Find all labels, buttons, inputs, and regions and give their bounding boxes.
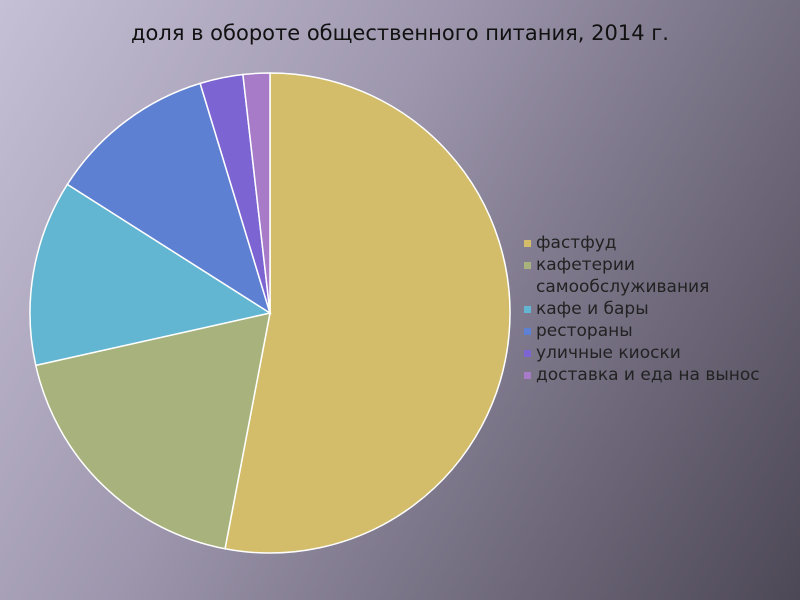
legend: фастфуд кафетерии самообслуживания кафе и … [524, 232, 774, 386]
legend-swatch [524, 372, 531, 379]
legend-item: уличные киоски [524, 342, 774, 364]
chart-title: доля в обороте общественного питания, 20… [131, 21, 669, 45]
legend-label: кафетерии самообслуживания [536, 255, 710, 297]
legend-swatch [524, 328, 531, 335]
legend-item: рестораны [524, 320, 774, 342]
pie-slice [224, 72, 511, 554]
legend-item: фастфуд [524, 232, 774, 254]
pie-slice [29, 183, 272, 367]
legend-swatch [524, 306, 531, 313]
legend-swatch [524, 240, 531, 247]
legend-label: уличные киоски [536, 343, 681, 363]
pie-slice [34, 312, 271, 550]
legend-item: кафе и бары [524, 298, 774, 320]
legend-label: рестораны [536, 321, 633, 341]
legend-label: доставка и еда на вынос [536, 365, 760, 385]
legend-label: фастфуд [536, 233, 617, 253]
legend-item: кафетерии самообслуживания [524, 254, 774, 298]
pie-slice [242, 72, 271, 314]
legend-swatch [524, 262, 531, 269]
legend-item: доставка и еда на вынос [524, 364, 774, 386]
legend-label: кафе и бары [536, 299, 649, 319]
legend-swatch [524, 350, 531, 357]
pie-slice [66, 82, 272, 315]
